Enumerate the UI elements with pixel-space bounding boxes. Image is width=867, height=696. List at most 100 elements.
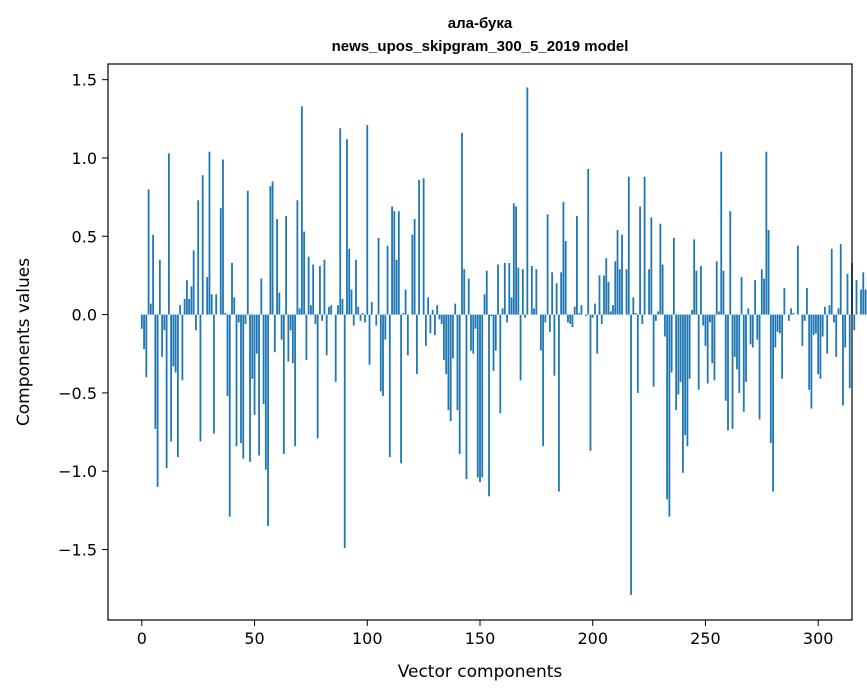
bar-312 [844, 314, 847, 348]
bar-240 [682, 314, 684, 473]
bar-230 [659, 223, 662, 315]
bar-168 [519, 314, 522, 381]
y-tick-label: −1.5 [58, 541, 97, 560]
bar-151 [481, 314, 484, 478]
bar-242 [686, 314, 689, 447]
bar-206 [605, 258, 608, 315]
x-tick-label: 200 [577, 629, 608, 648]
y-tick-label: −0.5 [58, 384, 97, 403]
bar-200 [591, 314, 594, 318]
bar-233 [666, 314, 669, 500]
bar-56 [267, 314, 269, 527]
bar-121 [413, 219, 416, 315]
bar-219 [634, 313, 637, 315]
bar-69 [296, 200, 299, 315]
bar-107 [382, 314, 384, 397]
bar-78 [316, 314, 319, 439]
bar-238 [677, 314, 680, 395]
bar-83 [328, 306, 330, 315]
bar-87 [337, 305, 339, 315]
bar-136 [447, 314, 450, 411]
bar-170 [524, 314, 526, 318]
bar-236 [672, 237, 675, 315]
bar-202 [596, 314, 599, 354]
bar-264 [736, 314, 738, 370]
bar-6 [154, 314, 157, 429]
bar-94 [352, 314, 355, 326]
plot-frame [107, 63, 853, 621]
bar-262 [731, 314, 734, 429]
bar-5 [152, 234, 154, 315]
bar-191 [571, 314, 574, 328]
bar-209 [612, 305, 614, 315]
bar-153 [485, 270, 488, 315]
bar-158 [497, 264, 499, 315]
bar-306 [830, 248, 833, 315]
bar-251 [706, 314, 709, 384]
bar-256 [718, 311, 720, 315]
bar-32 [213, 314, 215, 434]
bar-275 [760, 269, 763, 315]
bar-257 [720, 151, 723, 315]
bar-314 [848, 314, 851, 389]
bar-234 [668, 314, 671, 517]
x-tick-label: 300 [803, 629, 834, 648]
bar-91 [346, 139, 348, 315]
bar-287 [787, 314, 790, 321]
bar-135 [445, 314, 448, 375]
bar-166 [515, 206, 517, 315]
bar-193 [576, 215, 578, 315]
bar-68 [294, 314, 297, 447]
bar-308 [835, 314, 838, 357]
bar-140 [456, 314, 459, 411]
bar-291 [796, 245, 799, 315]
bar-131 [436, 305, 439, 315]
y-axis-label: Components values [14, 258, 34, 426]
bar-174 [533, 308, 536, 315]
bar-175 [535, 269, 538, 315]
bar-21 [188, 298, 191, 315]
bar-93 [350, 289, 353, 315]
bar-50 [253, 314, 256, 415]
bar-232 [663, 314, 666, 337]
bar-46 [244, 314, 247, 324]
bar-14 [172, 314, 175, 367]
bar-109 [386, 245, 389, 315]
bar-300 [817, 314, 820, 375]
bar-301 [819, 314, 822, 379]
bar-245 [693, 239, 696, 315]
bar-122 [415, 314, 418, 375]
bar-96 [357, 306, 360, 315]
bar-307 [833, 314, 835, 323]
bar-24 [195, 314, 197, 331]
bar-162 [506, 314, 508, 323]
bar-274 [758, 314, 761, 420]
bar-58 [271, 181, 274, 315]
bar-10 [163, 314, 166, 331]
bar-0 [140, 314, 143, 329]
bar-165 [512, 203, 515, 315]
bar-55 [264, 314, 267, 470]
bar-316 [853, 314, 856, 331]
bar-261 [729, 211, 732, 315]
bar-45 [242, 314, 245, 459]
bar-49 [251, 314, 254, 379]
bar-17 [179, 305, 182, 315]
bar-293 [801, 314, 804, 346]
bar-123 [418, 179, 421, 315]
bar-159 [499, 314, 502, 414]
bar-278 [767, 230, 770, 315]
bar-288 [790, 308, 793, 315]
bar-116 [402, 313, 405, 315]
bar-160 [501, 308, 504, 315]
bar-215 [625, 269, 628, 315]
bar-126 [424, 314, 427, 346]
bar-149 [476, 314, 479, 478]
bar-4 [149, 303, 152, 315]
bar-250 [704, 314, 707, 346]
bar-289 [792, 313, 795, 315]
bar-130 [434, 314, 436, 335]
bar-138 [452, 314, 454, 359]
bar-99 [364, 314, 366, 323]
bar-207 [607, 281, 610, 315]
